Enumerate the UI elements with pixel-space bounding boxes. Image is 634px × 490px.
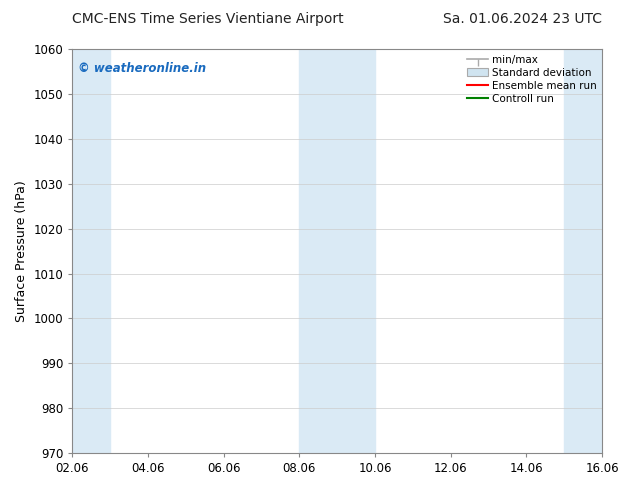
Bar xyxy=(72,49,110,453)
Bar xyxy=(564,49,621,453)
Text: Sa. 01.06.2024 23 UTC: Sa. 01.06.2024 23 UTC xyxy=(443,12,602,26)
Text: © weatheronline.in: © weatheronline.in xyxy=(77,62,206,74)
Text: CMC-ENS Time Series Vientiane Airport: CMC-ENS Time Series Vientiane Airport xyxy=(72,12,344,26)
Y-axis label: Surface Pressure (hPa): Surface Pressure (hPa) xyxy=(15,180,28,322)
Legend: min/max, Standard deviation, Ensemble mean run, Controll run: min/max, Standard deviation, Ensemble me… xyxy=(467,54,597,104)
Bar xyxy=(299,49,375,453)
